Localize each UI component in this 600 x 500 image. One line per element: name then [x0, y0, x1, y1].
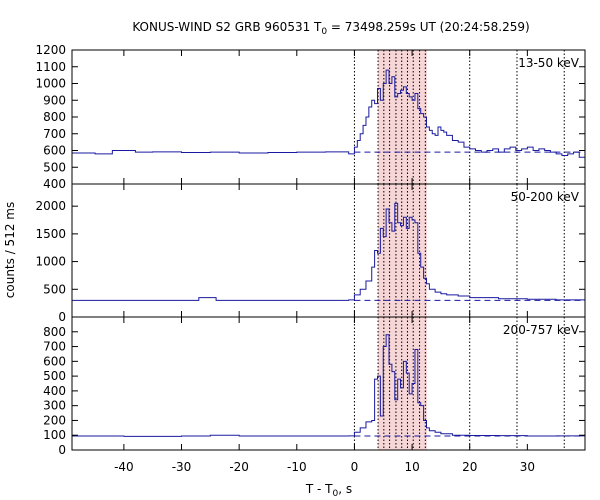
y-tick-label: 600 — [43, 144, 66, 158]
x-tick-label: -40 — [114, 460, 134, 474]
y-tick-label: 1000 — [35, 77, 66, 91]
y-tick-label: 200 — [43, 413, 66, 427]
y-tick-label: 800 — [43, 325, 66, 339]
y-tick-label: 1500 — [35, 227, 66, 241]
y-tick-label: 2000 — [35, 199, 66, 213]
light-curve-series — [72, 334, 586, 437]
y-tick-label: 1200 — [35, 43, 66, 57]
chart-title: KONUS-WIND S2 GRB 960531 T0 = 73498.259s… — [132, 20, 529, 37]
x-tick-label: 10 — [404, 460, 419, 474]
y-tick-label: 0 — [58, 310, 66, 324]
y-tick-label: 500 — [43, 369, 66, 383]
band-label: 13-50 keV — [518, 56, 580, 70]
panel-frame — [71, 49, 586, 185]
y-tick-label: 500 — [43, 282, 66, 296]
light-curve-series — [72, 202, 586, 301]
light-curve-series — [72, 69, 586, 158]
panel-frame — [71, 183, 586, 318]
y-tick-label: 700 — [43, 340, 66, 354]
x-tick-label: -20 — [229, 460, 249, 474]
y-tick-label: 700 — [43, 127, 66, 141]
x-tick-label: 20 — [462, 460, 477, 474]
y-tick-label: 400 — [43, 177, 66, 191]
y-tick-label: 1100 — [35, 60, 66, 74]
x-tick-label: -10 — [287, 460, 307, 474]
y-tick-label: 600 — [43, 354, 66, 368]
y-tick-label: 800 — [43, 110, 66, 124]
shaded-interval — [378, 184, 428, 317]
band-label: 50-200 keV — [511, 190, 580, 204]
y-tick-label: 100 — [43, 428, 66, 442]
y-tick-label: 1000 — [35, 255, 66, 269]
y-tick-label: 300 — [43, 399, 66, 413]
y-tick-label: 500 — [43, 160, 66, 174]
x-axis-label: T - T0, s — [305, 482, 352, 499]
band-label: 200-757 keV — [503, 323, 580, 337]
y-axis-label: counts / 512 ms — [3, 202, 17, 298]
y-tick-label: 900 — [43, 93, 66, 107]
y-tick-label: 400 — [43, 384, 66, 398]
x-tick-label: 30 — [520, 460, 535, 474]
x-tick-label: 0 — [351, 460, 359, 474]
y-tick-label: 0 — [58, 443, 66, 457]
panel-frame — [71, 316, 586, 451]
x-tick-label: -30 — [172, 460, 192, 474]
